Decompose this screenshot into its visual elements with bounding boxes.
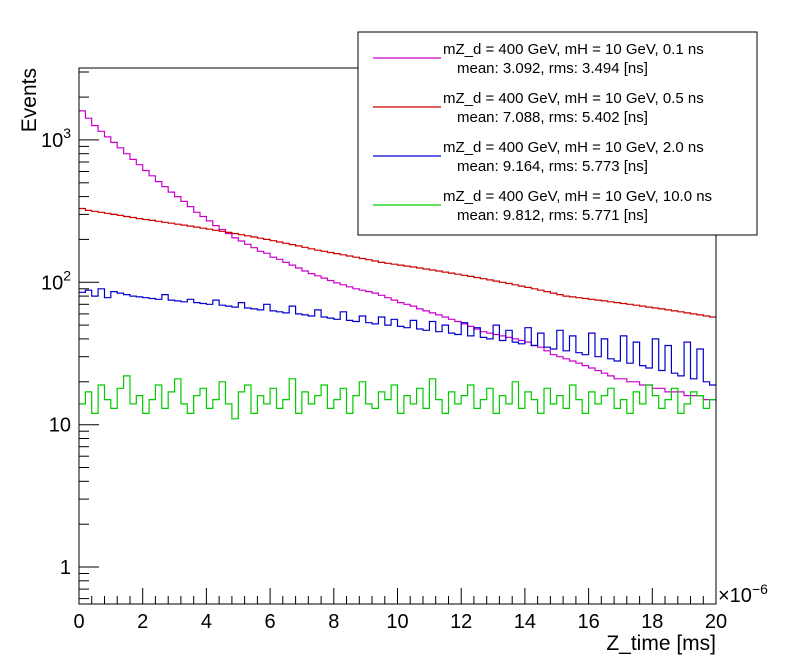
x-tick-label: 20: [705, 611, 727, 633]
x-tick-label: 12: [450, 611, 472, 633]
x-axis-exponent: ×10−6: [718, 581, 768, 607]
legend-entry-stats: mean: 7.088, rms: 5.402 [ns]: [457, 109, 648, 126]
legend-entry-stats: mean: 3.092, rms: 3.494 [ns]: [457, 60, 648, 77]
y-axis: 1 10 102 103: [41, 71, 99, 600]
histogram-series-0: [79, 110, 716, 401]
legend-entry-stats: mean: 9.164, rms: 5.773 [ns]: [457, 158, 648, 175]
legend-box: [357, 31, 758, 236]
y-tick-label: 1: [60, 557, 71, 579]
x-axis: 0 2 4 6 8 10 12 14 16 18 20: [73, 588, 727, 633]
legend-entry-label: mZ_d = 400 GeV, mH = 10 GeV, 10.0 ns: [443, 188, 712, 205]
histogram-series-2: [79, 288, 716, 386]
x-tick-label: 4: [201, 611, 212, 633]
y-axis-title: Events: [18, 68, 41, 132]
legend-entry-label: mZ_d = 400 GeV, mH = 10 GeV, 2.0 ns: [443, 139, 704, 156]
x-tick-label: 2: [137, 611, 148, 633]
x-tick-label: 16: [577, 611, 599, 633]
legend: mZ_d = 400 GeV, mH = 10 GeV, 0.1 ns mean:…: [357, 31, 758, 236]
legend-entry-label: mZ_d = 400 GeV, mH = 10 GeV, 0.5 ns: [443, 90, 704, 107]
y-tick-label: 103: [41, 125, 71, 152]
x-tick-label: 0: [73, 611, 84, 633]
x-tick-label: 18: [641, 611, 663, 633]
legend-entry-label: mZ_d = 400 GeV, mH = 10 GeV, 0.1 ns: [443, 41, 704, 58]
histogram-series-3: [79, 375, 716, 420]
x-tick-label: 10: [386, 611, 408, 633]
x-tick-label: 8: [328, 611, 339, 633]
legend-entry-stats: mean: 9.812, rms: 5.771 [ns]: [457, 207, 648, 224]
x-tick-label: 14: [514, 611, 536, 633]
x-tick-label: 6: [265, 611, 276, 633]
y-tick-label: 10: [49, 415, 71, 437]
series-layer: [79, 110, 716, 420]
y-tick-label: 102: [41, 267, 71, 294]
histogram-series-1: [79, 207, 716, 318]
x-axis-title: Z_time [ms]: [606, 632, 716, 655]
